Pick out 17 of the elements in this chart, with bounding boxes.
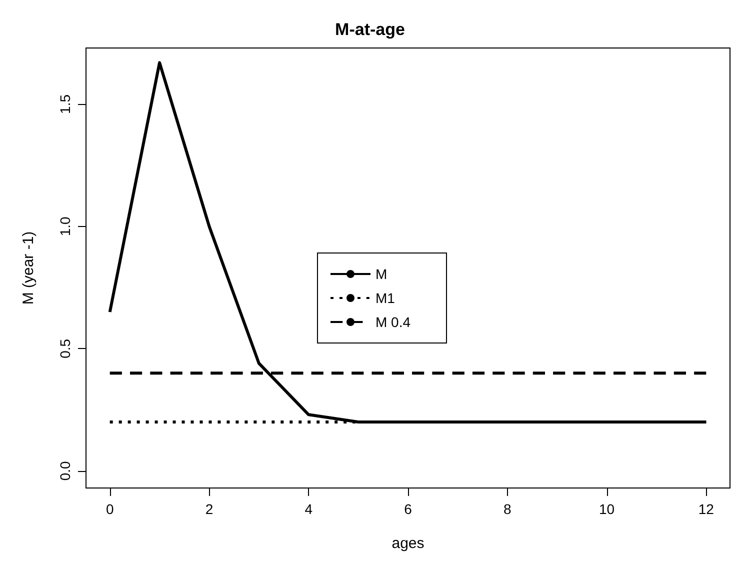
y-axis-title: M (year -1)	[20, 231, 37, 305]
x-tick-label: 6	[404, 501, 412, 517]
legend-label: M	[375, 266, 388, 282]
y-tick-label: 0.5	[57, 338, 73, 358]
x-tick-label: 12	[698, 501, 714, 517]
x-tick-label: 8	[503, 501, 512, 517]
x-tick-label: 2	[205, 501, 214, 517]
legend-label: M1	[375, 290, 396, 306]
x-tick-label: 4	[304, 501, 313, 517]
y-tick-label: 1.0	[57, 216, 73, 236]
y-tick-label: 0.0	[57, 460, 73, 481]
x-tick-label: 10	[598, 501, 615, 517]
y-tick-label: 1.5	[57, 94, 73, 114]
x-tick-label: 0	[106, 501, 114, 517]
chart-title: M-at-age	[335, 20, 405, 39]
legend-label: M 0.4	[375, 314, 411, 330]
x-axis-title: ages	[392, 535, 424, 552]
